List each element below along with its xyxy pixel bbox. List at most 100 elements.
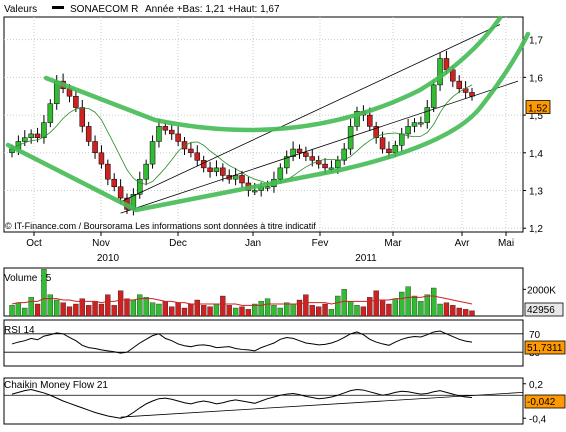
volume-bar — [399, 291, 405, 317]
y-tick-label: 1,6 — [529, 73, 543, 84]
candle — [22, 137, 28, 142]
x-year-label: 2010 — [97, 253, 120, 264]
x-year-label: 2011 — [355, 253, 377, 264]
main-panel-frame — [3, 16, 524, 233]
volume-bar — [431, 287, 437, 317]
cmf-value-box — [524, 394, 566, 409]
volume-bar — [201, 305, 207, 317]
y-tick-label: 1,2 — [529, 224, 543, 235]
candle — [207, 167, 213, 172]
volume-bar — [117, 290, 124, 317]
volume-bar — [290, 303, 296, 317]
candle — [41, 122, 47, 138]
volume-bar — [220, 295, 226, 317]
volume-bar — [34, 303, 41, 317]
y-tick-label: 1,3 — [529, 187, 543, 198]
volume-bar — [303, 294, 309, 317]
volume-bar — [309, 305, 315, 317]
volume-bar — [277, 307, 283, 317]
volume-bar — [245, 309, 252, 317]
candle — [367, 114, 373, 127]
upper-channel-line — [120, 24, 501, 203]
volume-bar — [92, 301, 98, 317]
volume-bar — [41, 269, 47, 317]
volume-bar — [284, 302, 290, 317]
chart-title: SONAECOM R — [70, 4, 138, 15]
candle — [341, 148, 347, 161]
volume-value-label: 42956 — [527, 305, 555, 316]
candle — [411, 122, 418, 127]
volume-bar — [437, 303, 443, 317]
volume-bar — [456, 307, 462, 317]
volume-bar — [354, 305, 360, 317]
candle — [335, 160, 341, 169]
volume-bar — [143, 297, 149, 317]
volume-bar — [296, 299, 303, 317]
volume-bar — [175, 302, 181, 317]
candle — [405, 126, 411, 135]
volume-bar — [252, 303, 258, 317]
candle — [156, 126, 162, 142]
volume-bar — [130, 299, 137, 317]
candle — [34, 133, 41, 138]
volume-bar — [194, 299, 200, 317]
candle — [424, 107, 431, 123]
volume-bar — [188, 303, 194, 317]
volume-bar — [418, 301, 424, 317]
candle — [232, 175, 239, 180]
candle — [220, 167, 226, 176]
candle — [73, 95, 79, 108]
volume-bar — [341, 289, 347, 317]
candle — [105, 163, 111, 180]
volume-title: Volume 15 — [4, 273, 52, 284]
x-month-label: Jan — [245, 238, 261, 249]
candle — [98, 152, 105, 165]
candle — [386, 148, 392, 154]
x-month-label: Mar — [384, 238, 402, 249]
candle — [373, 126, 379, 138]
candle — [379, 137, 386, 150]
volume-value-box — [524, 302, 564, 317]
volume-bar — [79, 298, 85, 317]
volume-bar — [232, 307, 239, 317]
volume-bar — [111, 305, 117, 317]
volume-bar — [373, 290, 379, 317]
volume-bar — [322, 303, 328, 317]
last-price-label: 1,52 — [528, 104, 548, 115]
volume-bar — [156, 303, 162, 317]
x-month-label: Avr — [455, 238, 470, 249]
cmf-tick-label: -0,4 — [529, 414, 547, 425]
volume-bar — [149, 302, 156, 317]
y-tick-label: 1,4 — [529, 149, 543, 160]
candle — [28, 133, 34, 138]
candle — [252, 190, 258, 193]
volume-bar — [411, 295, 418, 317]
volume-bar — [207, 306, 213, 317]
volume-bar — [60, 302, 66, 317]
source-text: © IT-Finance.com / Boursorama Les inform… — [5, 221, 316, 231]
volume-bar — [162, 301, 168, 317]
volume-bar — [450, 305, 456, 317]
volume-bar — [15, 302, 22, 317]
cmf-title: Chaikin Money Flow 21 — [4, 380, 108, 391]
candle — [322, 163, 328, 169]
volume-bar — [443, 302, 450, 317]
candle — [111, 178, 117, 187]
candle — [149, 141, 156, 165]
series-label: Valeurs — [4, 4, 37, 15]
candle — [137, 178, 143, 195]
volume-bar — [379, 299, 386, 317]
candle — [85, 126, 92, 142]
volume-bar — [124, 298, 130, 317]
cmf-tick-label: 0,2 — [529, 380, 543, 391]
volume-bar — [22, 307, 28, 317]
volume-bar — [9, 305, 15, 317]
volume-bar — [66, 306, 73, 317]
range-text: Année +Bas: 1,21 +Haut: 1,67 — [145, 4, 280, 15]
y-tick-label: 1,7 — [529, 36, 543, 47]
candle — [162, 126, 169, 131]
candle — [175, 133, 181, 142]
volume-bar — [328, 309, 335, 317]
volume-bar — [28, 297, 34, 317]
